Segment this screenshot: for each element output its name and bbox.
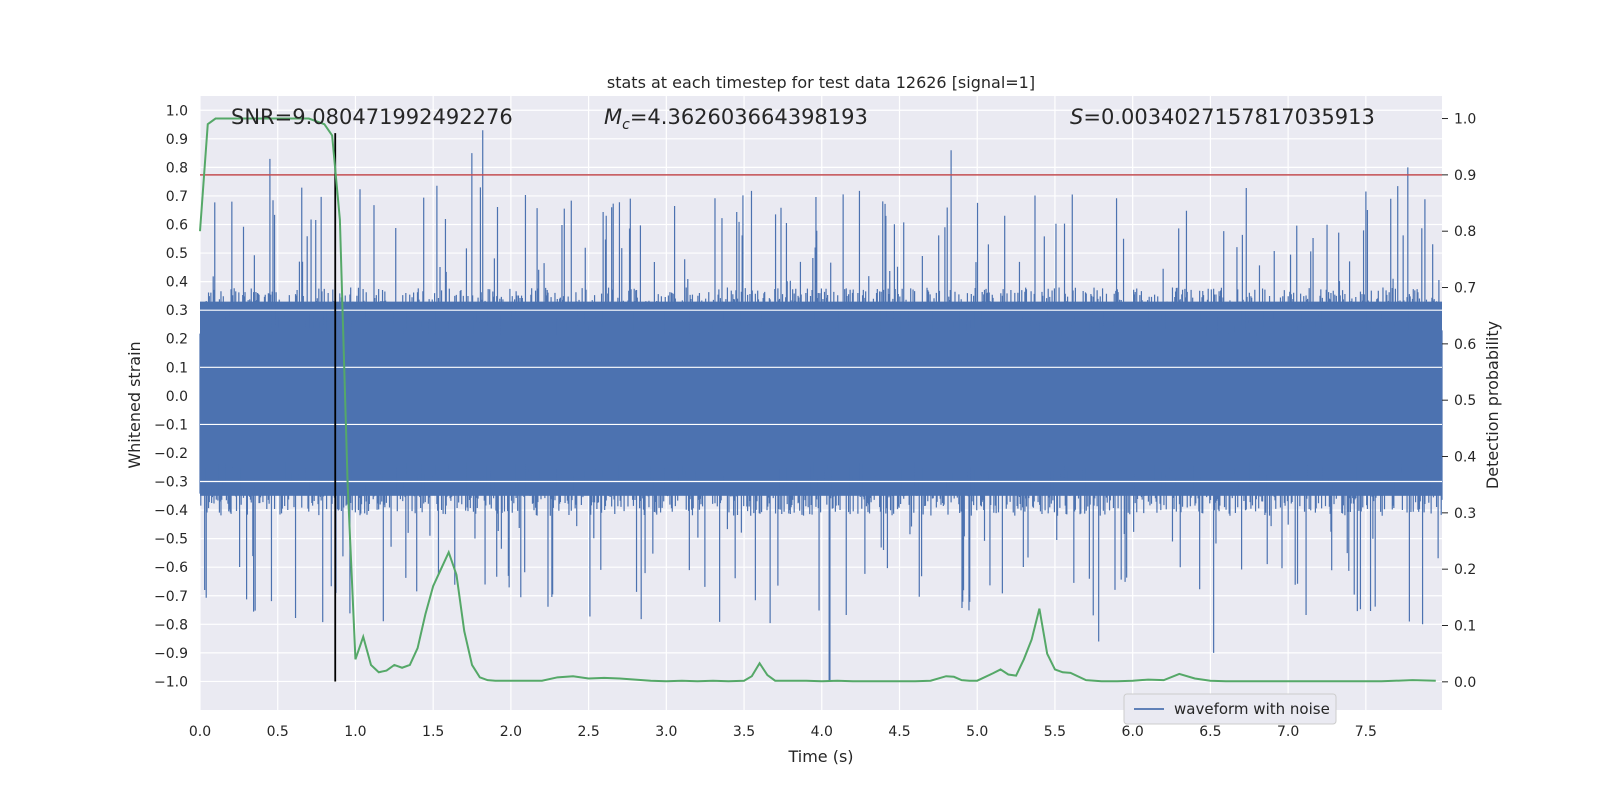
y2-axis-label: Detection probability (1483, 321, 1502, 489)
x-ticks: 0.0 0.5 1.0 1.5 2.0 2.5 3.0 3.5 4.0 4.5 5.0 5.5 6.0 6… (189, 724, 1377, 740)
mc-symbol: M (604, 105, 622, 129)
y-tick-label: −1.0 (154, 674, 188, 690)
y-tick-label: −0.8 (154, 617, 188, 633)
s-annotation: S=0.0034027157817035913 (1070, 105, 1375, 129)
s-symbol: S (1070, 105, 1083, 129)
y-axis-label: Whitened strain (125, 341, 144, 468)
y-tick-label: −0.3 (154, 475, 188, 491)
x-tick-label: 3.5 (733, 724, 755, 740)
legend-label: waveform with noise (1174, 700, 1330, 718)
y2-tick-label: 0.0 (1454, 675, 1476, 691)
y-tick-label: 0.4 (166, 275, 188, 291)
y2-tick-label: 0.7 (1454, 281, 1476, 297)
x-tick-label: 4.0 (811, 724, 833, 740)
probability-series (199, 117, 1436, 683)
y2-tick-label: 0.1 (1454, 619, 1476, 635)
y2-tick-label: 0.4 (1454, 450, 1476, 466)
y2-tick-label: 0.8 (1454, 224, 1476, 240)
y-tick-label: 0.5 (166, 246, 188, 262)
y-tick-label: 0.1 (166, 360, 188, 376)
y-tick-label: −0.4 (154, 503, 188, 519)
y2-tick-label: 0.5 (1454, 393, 1476, 409)
y-tick-label: 0.7 (166, 189, 188, 205)
x-tick-label: 6.5 (1199, 724, 1221, 740)
y-tick-label: 0.0 (166, 389, 188, 405)
y-tick-label: 0.6 (166, 218, 188, 234)
mc-annotation: Mc=4.362603664398193 (604, 105, 868, 133)
x-tick-label: 7.5 (1355, 724, 1377, 740)
y2-tick-label: 1.0 (1454, 112, 1476, 128)
mc-subscript: c (622, 117, 630, 133)
x-tick-label: 0.5 (267, 724, 289, 740)
x-tick-label: 0.0 (189, 724, 211, 740)
y2-tick-label: 0.3 (1454, 506, 1476, 522)
x-tick-label: 6.0 (1122, 724, 1144, 740)
x-tick-label: 1.0 (344, 724, 366, 740)
x-tick-label: 7.0 (1277, 724, 1299, 740)
y-tick-label: −0.5 (154, 532, 188, 548)
x-axis-label: Time (s) (787, 747, 853, 766)
x-tick-label: 5.5 (1044, 724, 1066, 740)
x-tick-label: 4.5 (888, 724, 910, 740)
chart-title: stats at each timestep for test data 126… (607, 73, 1035, 92)
waveform-series (199, 130, 1443, 682)
waveform-trace (199, 130, 1443, 682)
y-tick-label: 0.2 (166, 332, 188, 348)
y2-ticks: 1.0 0.9 0.8 0.7 0.6 0.5 0.4 0.3 0.2 0.1 0.0 (1442, 112, 1476, 691)
y2-tick-label: 0.6 (1454, 337, 1476, 353)
s-value: =0.0034027157817035913 (1083, 105, 1375, 129)
y-tick-label: −0.1 (154, 417, 188, 433)
legend[interactable]: waveform with noise (1123, 693, 1337, 725)
y-tick-label: −0.9 (154, 646, 188, 662)
y-tick-label: 0.8 (166, 160, 188, 176)
x-tick-label: 2.0 (500, 724, 522, 740)
y-tick-label: 0.3 (166, 303, 188, 319)
x-tick-label: 3.0 (655, 724, 677, 740)
snr-annotation: SNR=9.080471992492276 (231, 105, 513, 129)
legend-box (1123, 693, 1337, 725)
y-tick-label: −0.7 (154, 589, 188, 605)
x-tick-label: 2.5 (577, 724, 599, 740)
y-tick-label: 1.0 (166, 103, 188, 119)
y-ticks: 1.0 0.9 0.8 0.7 0.6 0.5 0.4 0.3 0.2 0.1 0.0 −0.1 −0.… (154, 103, 188, 690)
y2-tick-label: 0.2 (1454, 562, 1476, 578)
mc-value: =4.362603664398193 (630, 105, 868, 129)
y-tick-label: −0.2 (154, 446, 188, 462)
x-tick-label: 5.0 (966, 724, 988, 740)
y-tick-label: −0.6 (154, 560, 188, 576)
y2-tick-label: 0.9 (1454, 168, 1476, 184)
x-tick-label: 1.5 (422, 724, 444, 740)
y-tick-label: 0.9 (166, 132, 188, 148)
